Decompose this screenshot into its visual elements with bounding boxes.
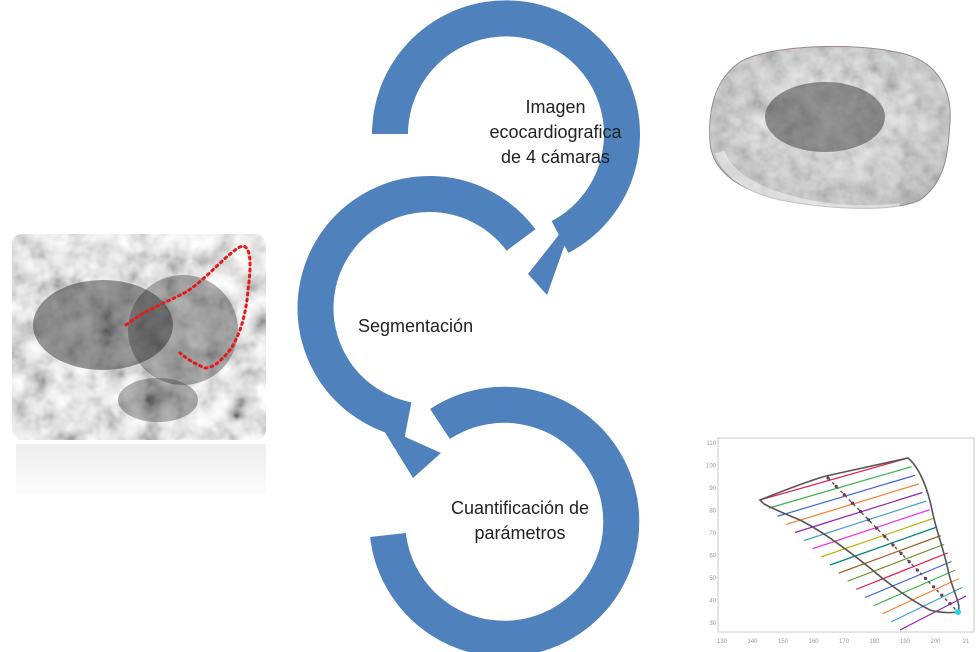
cycle-arrow-3 <box>370 386 640 652</box>
x-tick-label: 130 <box>717 639 728 645</box>
cycle-arrow-1 <box>372 0 640 295</box>
chord-line <box>829 526 938 566</box>
chord-line <box>856 552 949 590</box>
chord-line <box>794 491 923 534</box>
chord-line <box>777 474 916 517</box>
y-tick-label: 100 <box>706 464 717 470</box>
x-tick-label: 160 <box>808 639 819 645</box>
chord-line <box>890 586 963 623</box>
chord-line <box>821 517 934 558</box>
x-tick-label: 140 <box>747 639 758 645</box>
chord-line <box>847 543 945 582</box>
axis-point <box>867 518 871 522</box>
segmentation-contour <box>124 244 252 370</box>
x-tick-label: 200 <box>930 639 941 645</box>
x-tick-label: 21 <box>963 639 970 645</box>
apex-marker <box>955 609 961 615</box>
x-tick-label: 150 <box>778 639 789 645</box>
ventricle-outline <box>758 457 960 614</box>
y-tick-label: 40 <box>709 599 716 605</box>
chord-lines <box>759 457 967 631</box>
chord-line <box>812 509 930 550</box>
y-tick-label: 60 <box>709 554 716 560</box>
y-tick-label: 110 <box>706 441 716 447</box>
step-label-quantification: Cuantificación de parámetros <box>450 498 590 543</box>
x-tick-label: 180 <box>869 639 880 645</box>
y-tick-label: 50 <box>709 576 716 582</box>
chord-line <box>873 569 956 607</box>
chord-line <box>838 535 941 574</box>
cycle-arrow-2 <box>297 176 536 478</box>
step-label-segmentation: Segmentación <box>358 316 474 336</box>
echo-3d-render <box>709 45 951 216</box>
chord-line <box>759 457 909 501</box>
y-tick-label: 90 <box>709 486 716 492</box>
chord-line <box>864 560 952 599</box>
step-label-echo-image: Imagen ecocardiografica de 4 cámaras <box>489 97 622 167</box>
y-tick-label: 80 <box>709 509 716 515</box>
chord-line <box>899 595 967 631</box>
chord-line <box>882 578 960 615</box>
segmented-echo-image <box>12 234 268 502</box>
central-axis <box>827 477 959 613</box>
y-tick-label: 70 <box>709 531 716 537</box>
x-tick-labels: 130 140 150 160 170 180 190 200 21 <box>717 639 970 645</box>
y-tick-label: 30 <box>709 621 716 627</box>
x-tick-label: 170 <box>839 639 850 645</box>
chord-line <box>768 466 912 509</box>
x-tick-label: 190 <box>900 639 911 645</box>
plot-axes-box <box>717 437 975 633</box>
y-tick-labels: 110 100 90 80 70 60 50 40 30 <box>706 441 717 627</box>
axis-point <box>858 509 863 514</box>
